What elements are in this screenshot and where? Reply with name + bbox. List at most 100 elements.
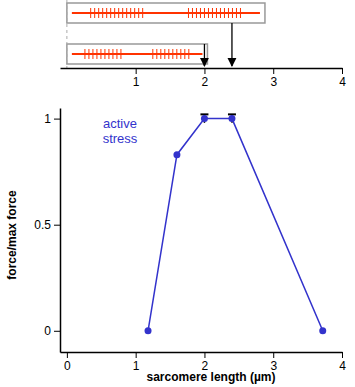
tick-label: 0.5	[34, 218, 51, 232]
cross-bridge	[106, 8, 107, 18]
cross-bridge	[156, 49, 157, 59]
data-point	[145, 327, 152, 334]
tick-mark	[204, 352, 205, 358]
axis-line	[60, 109, 62, 353]
cross-bridge	[200, 8, 201, 18]
tick: 4	[339, 68, 346, 89]
cross-bridge	[204, 8, 205, 18]
tick-mark	[136, 68, 137, 74]
cross-bridge	[130, 8, 131, 18]
cross-bridge	[168, 49, 169, 59]
cross-bridge	[94, 8, 95, 18]
top-axis: 1 2 3 4	[61, 68, 347, 89]
filament	[72, 12, 260, 14]
cross-bridge	[88, 49, 89, 59]
tick-label: 0	[64, 359, 71, 373]
cross-bridge	[84, 49, 85, 59]
sarcomere-diagrams	[67, 0, 265, 68]
data-line	[148, 119, 323, 331]
cross-bridge	[216, 8, 217, 18]
tick-label: 1	[133, 75, 140, 89]
data-point	[201, 115, 208, 122]
cross-bridge	[192, 8, 193, 18]
cross-bridge	[114, 8, 115, 18]
cross-bridge	[92, 49, 93, 59]
cross-bridge	[102, 8, 103, 18]
data-point	[173, 151, 180, 158]
tick: 2	[202, 68, 209, 89]
tick: 0.5	[34, 218, 60, 232]
cross-bridge	[228, 8, 229, 18]
cross-bridge	[122, 8, 123, 18]
tick-mark	[54, 119, 60, 120]
y-axis-title: force/max force	[5, 190, 19, 280]
plot-area	[145, 114, 327, 334]
tick: 0	[44, 324, 60, 338]
cross-bridge	[172, 49, 173, 59]
tick-label: 4	[339, 75, 346, 89]
tick-label: 4	[339, 359, 346, 373]
tick-mark	[273, 352, 274, 358]
tick-label: 3	[270, 75, 277, 89]
tick-mark	[54, 225, 60, 226]
data-point	[228, 115, 235, 122]
tick-mark	[342, 352, 343, 358]
cross-bridge	[232, 8, 233, 18]
arrow	[204, 44, 205, 66]
cross-bridge	[138, 8, 139, 18]
cross-bridge	[184, 49, 185, 59]
tick: 3	[270, 68, 277, 89]
tick-label: 1	[133, 359, 140, 373]
tick-label: 0	[44, 324, 51, 338]
error-bar	[200, 114, 208, 122]
cross-bridge	[104, 49, 105, 59]
cross-bridge	[152, 49, 153, 59]
cross-bridge	[108, 49, 109, 59]
chart: 1 2 3 4 0 1 2 3 4 0 0.5 1 sarcomere length (µm) force…	[0, 0, 355, 387]
axis-line	[61, 352, 343, 354]
sarcomere-box	[67, 44, 208, 64]
tick-label: 2	[202, 75, 209, 89]
guide-line	[66, 0, 67, 68]
cross-bridge	[118, 8, 119, 18]
cross-bridge	[196, 8, 197, 18]
cross-bridge	[176, 49, 177, 59]
cross-bridge	[188, 8, 189, 18]
tick-mark	[54, 331, 60, 332]
tick-mark	[67, 352, 68, 358]
annotation: activestress	[103, 116, 138, 146]
error-bar	[228, 114, 236, 122]
tick-mark	[273, 68, 274, 74]
axis-line	[61, 68, 343, 70]
cross-bridge	[96, 49, 97, 59]
data-point	[319, 327, 326, 334]
tick: 1	[133, 68, 140, 89]
tick-mark	[342, 68, 343, 74]
cross-bridge	[180, 49, 181, 59]
cross-bridge	[134, 8, 135, 18]
sarcomere-box	[67, 3, 265, 23]
tick-label: 1	[44, 112, 51, 126]
cross-bridge	[116, 49, 117, 59]
cross-bridge	[240, 8, 241, 18]
arrow	[231, 23, 232, 66]
cross-bridge	[126, 8, 127, 18]
tick-mark	[204, 68, 205, 74]
cross-bridge	[236, 8, 237, 18]
tick: 4	[339, 352, 346, 373]
tick: 1	[44, 112, 60, 126]
cross-bridge	[188, 49, 189, 59]
tick-mark	[136, 352, 137, 358]
cross-bridge	[208, 8, 209, 18]
cross-bridge	[160, 49, 161, 59]
cross-bridge	[110, 8, 111, 18]
cross-bridge	[120, 49, 121, 59]
x-axis-title: sarcomere length (µm)	[147, 370, 276, 384]
tick: 1	[133, 352, 140, 373]
cross-bridge	[100, 49, 101, 59]
tick: 0	[64, 352, 71, 373]
cross-bridge	[224, 8, 225, 18]
cross-bridge	[220, 8, 221, 18]
cross-bridge	[98, 8, 99, 18]
cross-bridge	[142, 8, 143, 18]
